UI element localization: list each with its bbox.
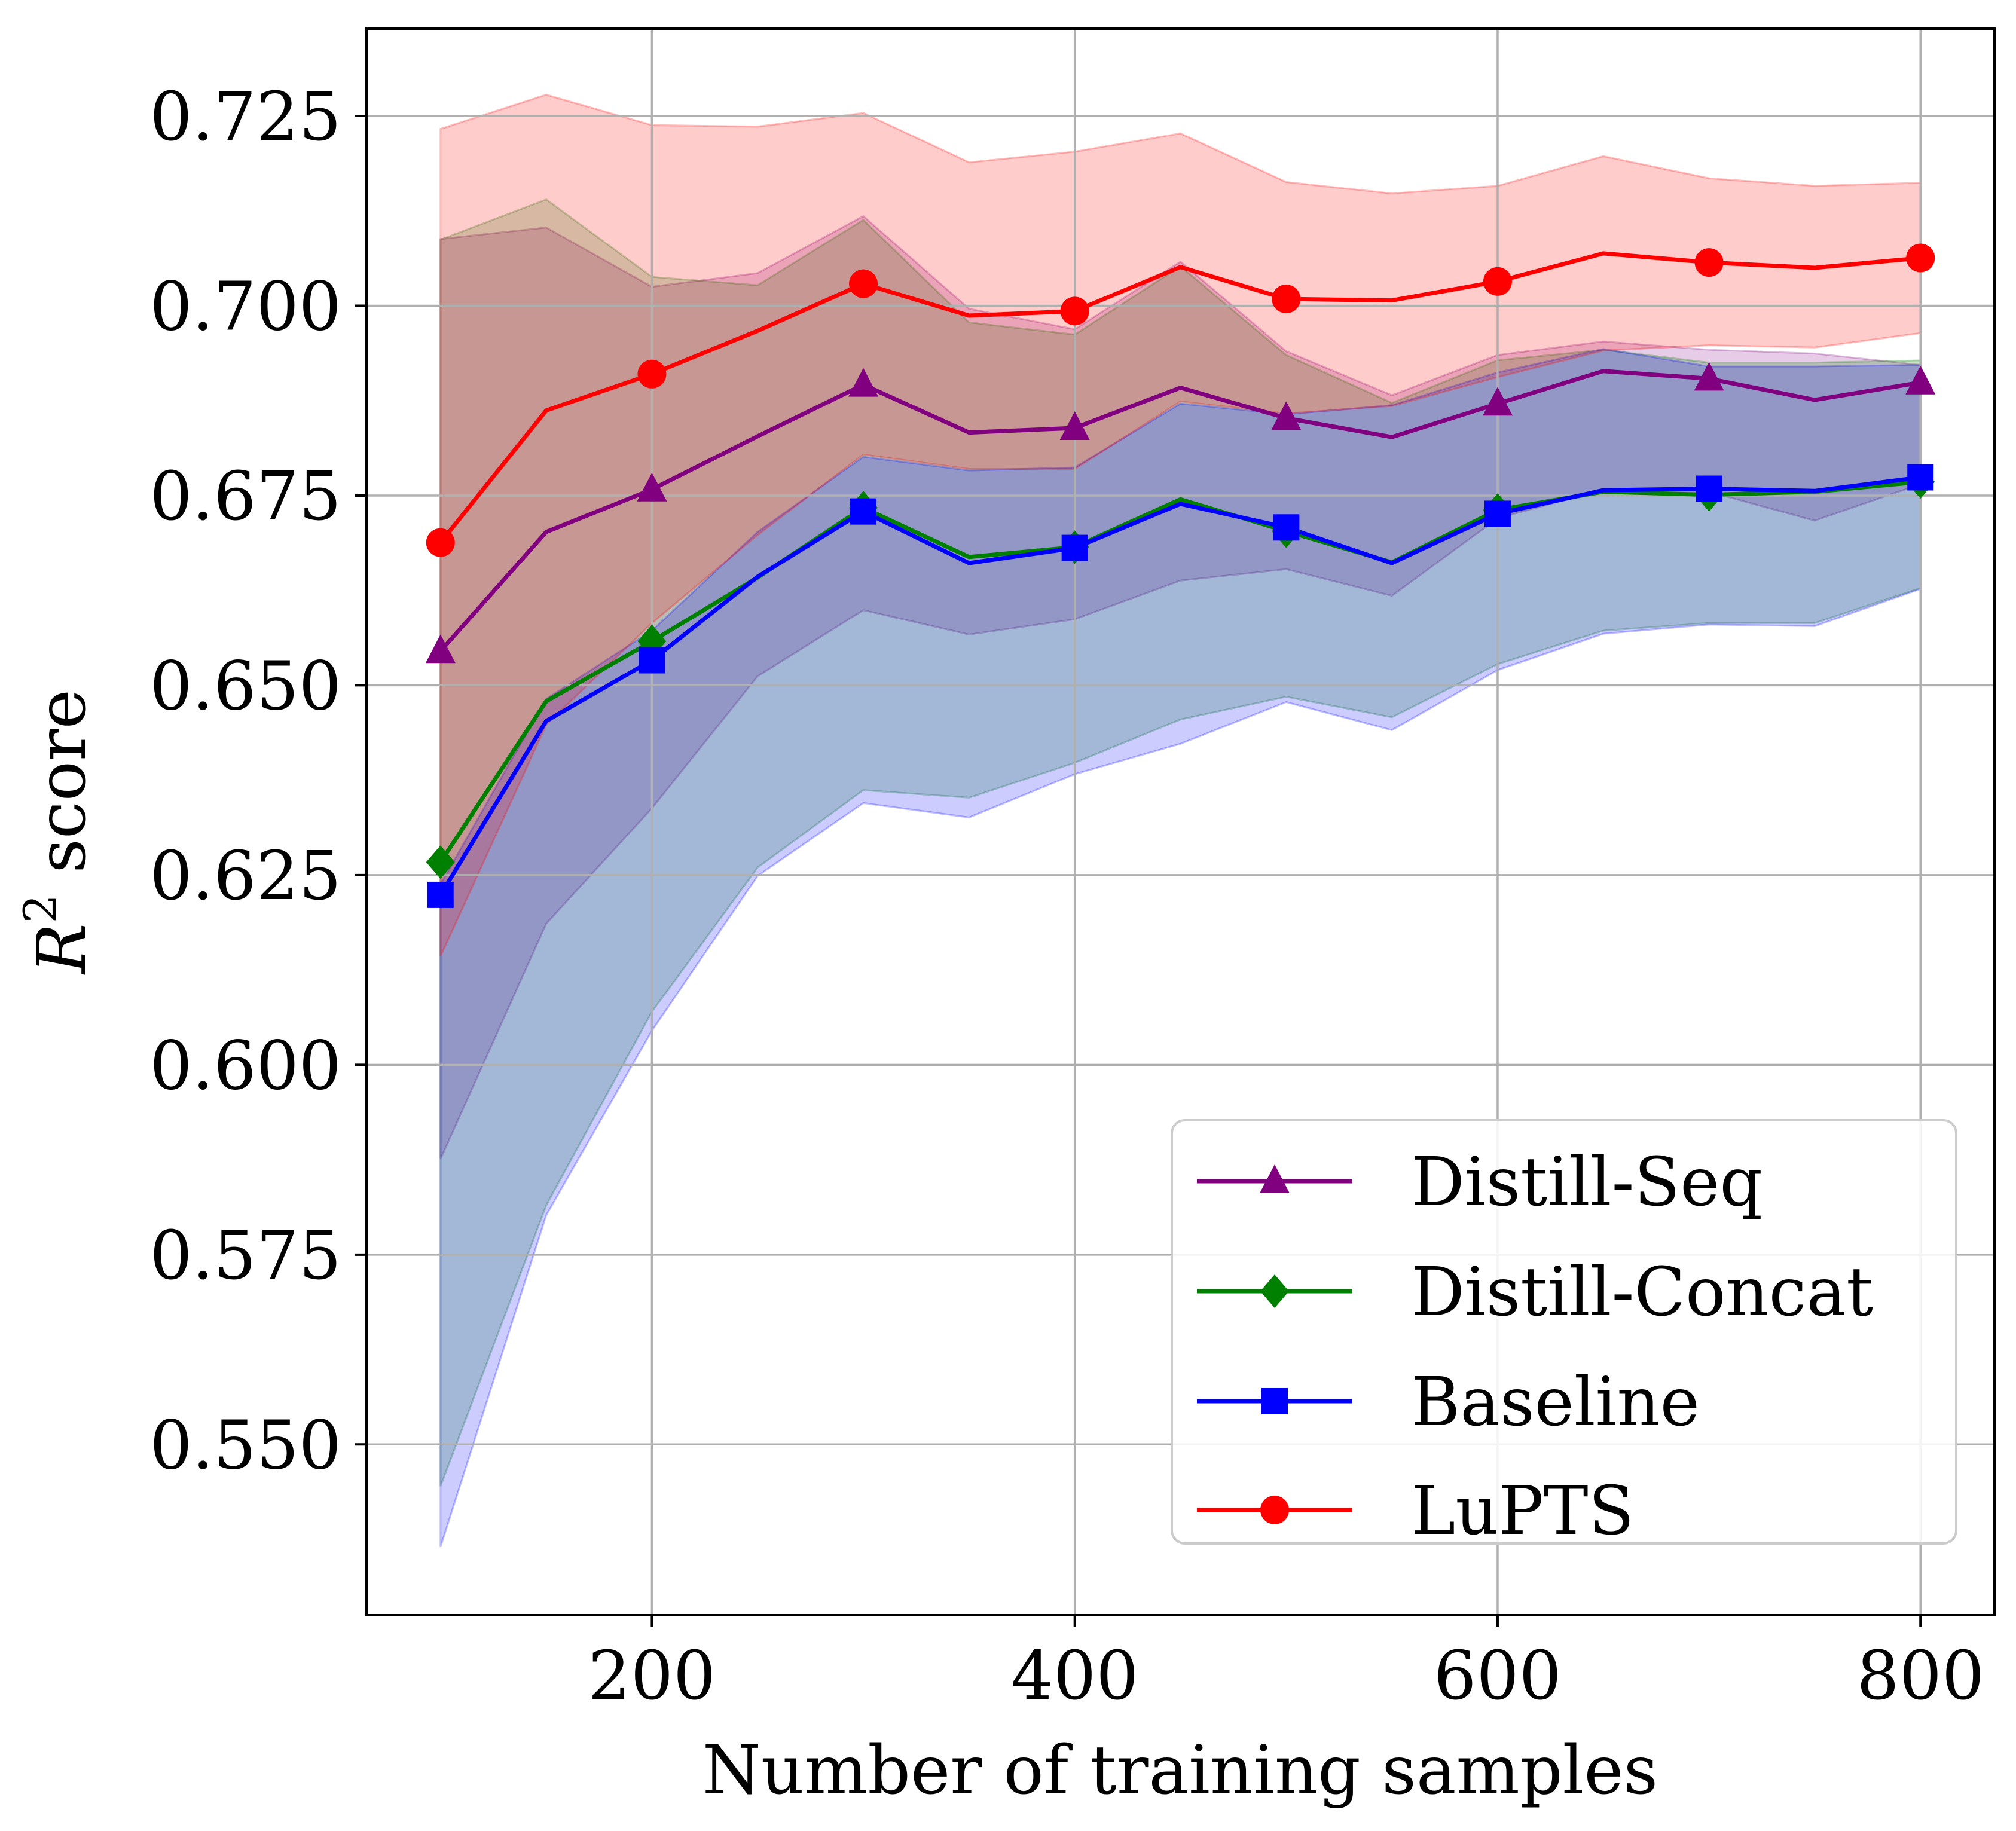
baseline-marker (1273, 514, 1300, 541)
distill-seq-marker (1905, 365, 1936, 395)
legend-marker-distill-concat (1260, 1274, 1289, 1308)
legend-marker-distill-seq (1260, 1164, 1290, 1193)
baseline-marker (1061, 534, 1088, 561)
y-tick-labels: 0.550 0.575 0.600 0.625 0.650 0.675 0.700 0.725 (149, 78, 341, 1484)
x-tick-label: 800 (1856, 1637, 1984, 1715)
distill-seq-marker (425, 634, 456, 664)
baseline-marker (1907, 464, 1934, 491)
y-tick-label: 0.700 (149, 268, 341, 346)
distill-concat-marker (426, 845, 455, 879)
series-markers (425, 243, 1936, 908)
baseline-marker (1696, 475, 1722, 502)
lupts-marker (426, 528, 455, 557)
y-axis-label-suffix: score (23, 689, 101, 894)
y-tick-label: 0.725 (149, 78, 341, 156)
distill-seq-marker (848, 368, 879, 397)
y-axis-label: R2 score (14, 689, 101, 975)
legend-box (1171, 1119, 1957, 1545)
y-tick-label: 0.550 (149, 1407, 341, 1484)
lupts-marker (849, 269, 878, 298)
distill-seq-marker (1694, 362, 1724, 391)
x-axis-label: Number of training samples (702, 1732, 1658, 1809)
y-axis-label-var: R (23, 924, 101, 975)
distill-seq-line (439, 369, 1921, 653)
distill-seq-marker (1271, 401, 1302, 430)
y-tick-label: 0.675 (149, 458, 341, 536)
legend-label-distill-concat: Distill-Concat (1411, 1254, 1873, 1331)
baseline-marker (427, 881, 454, 908)
lupts-marker (1694, 248, 1724, 277)
legend-marker-baseline (1261, 1388, 1288, 1414)
x-tick-label: 600 (1434, 1637, 1562, 1715)
baseline-marker (639, 647, 665, 674)
series-lines (438, 251, 1921, 896)
plot-frame (365, 27, 1996, 1616)
legend: Distill-Seq Distill-Concat Baseline LuPTS (1171, 1119, 1957, 1550)
baseline-marker (1484, 500, 1511, 527)
x-tick-label: 400 (1011, 1637, 1139, 1715)
axis-ticks (355, 115, 1922, 1627)
y-tick-label: 0.575 (149, 1217, 341, 1295)
lupts-marker (1483, 267, 1512, 296)
legend-marker-lupts (1260, 1496, 1289, 1524)
distill-seq-marker (637, 472, 667, 502)
legend-label-distill-seq: Distill-Seq (1411, 1144, 1763, 1221)
lupts-marker (1060, 296, 1089, 326)
y-tick-label: 0.650 (149, 647, 341, 725)
y-tick-label: 0.625 (149, 837, 341, 915)
x-tick-label: 200 (588, 1637, 716, 1715)
distill-seq-marker (1059, 411, 1090, 440)
confidence-bands (439, 93, 1922, 1548)
lupts-line (439, 251, 1921, 544)
legend-label-lupts: LuPTS (1411, 1472, 1634, 1550)
x-tick-labels: 200 400 600 800 (588, 1637, 1985, 1715)
baseline-marker (850, 498, 877, 525)
lupts-marker (637, 359, 667, 389)
distill-concat-line (438, 479, 1921, 864)
baseline-line (438, 475, 1921, 896)
distill-seq-marker (1482, 387, 1513, 416)
legend-label-baseline: Baseline (1411, 1364, 1700, 1441)
y-tick-label: 0.600 (149, 1027, 341, 1105)
lupts-marker (1272, 285, 1301, 314)
lupts-marker (1906, 243, 1935, 273)
y-axis-label-sup: 2 (14, 894, 67, 923)
